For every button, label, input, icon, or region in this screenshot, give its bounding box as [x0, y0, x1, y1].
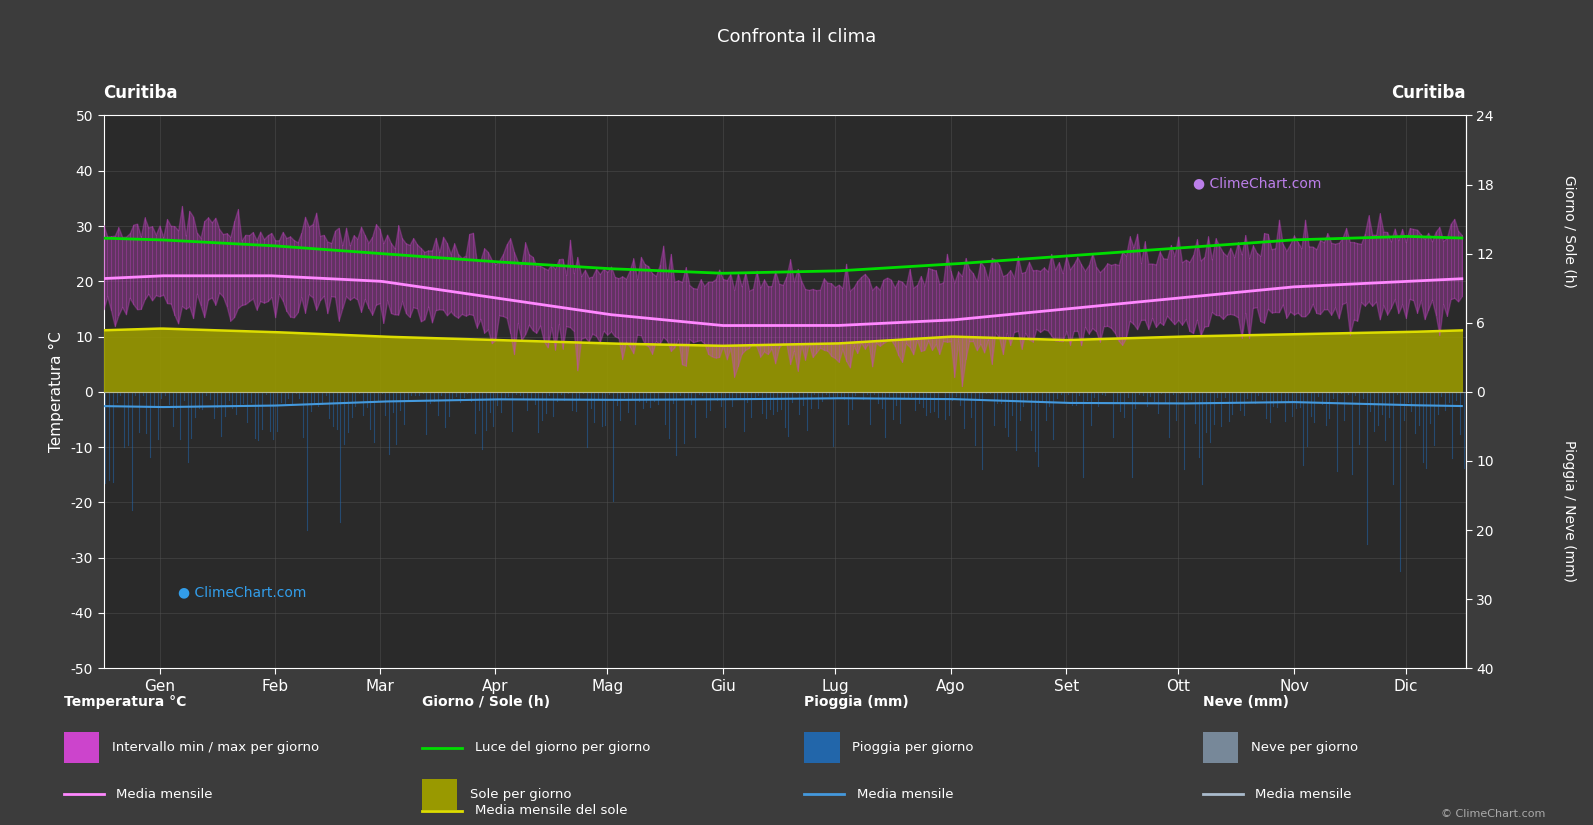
Text: Giorno / Sole (h): Giorno / Sole (h)	[1563, 175, 1575, 287]
Text: Confronta il clima: Confronta il clima	[717, 28, 876, 46]
Text: Neve (mm): Neve (mm)	[1203, 695, 1289, 709]
Y-axis label: Temperatura °C: Temperatura °C	[49, 332, 64, 452]
Text: Sole per giorno: Sole per giorno	[470, 788, 572, 800]
Text: Neve per giorno: Neve per giorno	[1251, 742, 1357, 754]
Text: Media mensile del sole: Media mensile del sole	[475, 804, 628, 818]
Bar	[804, 733, 840, 763]
Text: Intervallo min / max per giorno: Intervallo min / max per giorno	[112, 742, 319, 754]
Text: Temperatura °C: Temperatura °C	[64, 695, 186, 709]
Text: Media mensile: Media mensile	[857, 788, 954, 800]
Bar	[1203, 733, 1238, 763]
Text: Media mensile: Media mensile	[1255, 788, 1352, 800]
Text: Curitiba: Curitiba	[104, 83, 178, 101]
Text: ● ClimeChart.com: ● ClimeChart.com	[1193, 177, 1322, 191]
Text: ● ClimeChart.com: ● ClimeChart.com	[178, 586, 307, 600]
Text: Giorno / Sole (h): Giorno / Sole (h)	[422, 695, 550, 709]
Bar	[422, 779, 457, 809]
Text: Pioggia / Neve (mm): Pioggia / Neve (mm)	[1563, 441, 1575, 582]
Text: Curitiba: Curitiba	[1391, 83, 1466, 101]
Text: Luce del giorno per giorno: Luce del giorno per giorno	[475, 742, 650, 754]
Bar	[64, 733, 99, 763]
Text: © ClimeChart.com: © ClimeChart.com	[1440, 808, 1545, 818]
Text: Pioggia (mm): Pioggia (mm)	[804, 695, 910, 709]
Text: Media mensile: Media mensile	[116, 788, 213, 800]
Text: Pioggia per giorno: Pioggia per giorno	[852, 742, 973, 754]
